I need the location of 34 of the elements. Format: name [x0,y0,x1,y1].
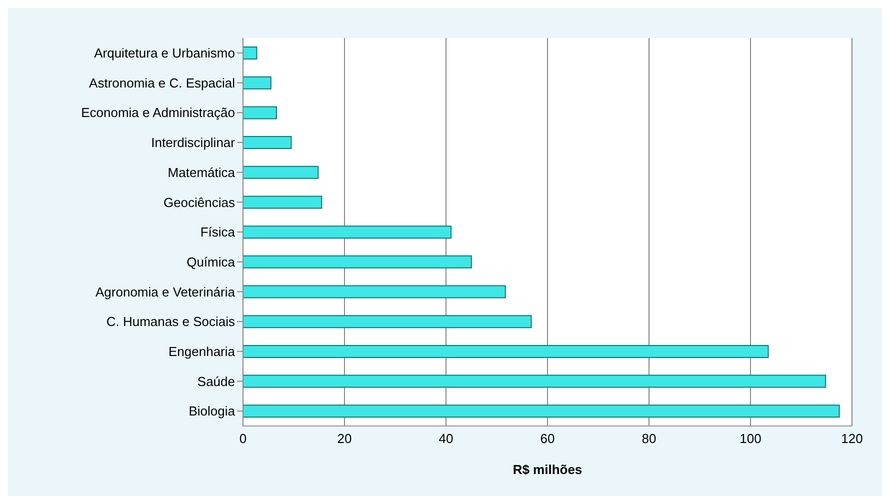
y-tick-label: Química [186,254,236,270]
y-tick-label: C. Humanas e Sociais [106,314,236,330]
y-tick-label: Astronomia e C. Espacial [89,75,236,90]
x-tick-label: 0 [239,431,247,446]
bar [243,46,258,60]
y-tick-label: Agronomia e Veterinária [96,284,236,300]
bar [243,315,532,328]
x-tick-label: 100 [740,431,762,446]
bar [243,404,840,418]
bar [243,226,452,239]
x-tick-label: 40 [438,431,454,446]
bar [243,106,277,120]
x-tick-label: 80 [642,431,656,446]
bar [243,166,319,179]
y-tick-label: Saúde [197,374,235,389]
y-tick-label: Física [200,224,236,240]
bar [243,344,769,358]
y-tick-label: Economia e Administração [81,105,235,120]
bar [243,136,292,150]
bar [243,285,506,298]
bar [243,255,472,268]
y-tick-label: Matemática [168,164,236,180]
bar [243,374,826,388]
y-tick-label: Engenharia [168,344,236,359]
bar [243,76,272,90]
y-tick-label: Arquitetura e Urbanismo [94,46,235,61]
y-tick-label: Biologia [188,404,236,419]
x-tick-label: 60 [540,431,555,446]
y-tick-label: Geociências [163,194,236,210]
x-tick-label: 20 [337,431,352,446]
y-tick-label: Interdisciplinar [151,135,236,150]
x-axis-title: R$ milhões [512,462,582,477]
x-tick-label: 120 [841,431,863,446]
bar [243,196,322,209]
